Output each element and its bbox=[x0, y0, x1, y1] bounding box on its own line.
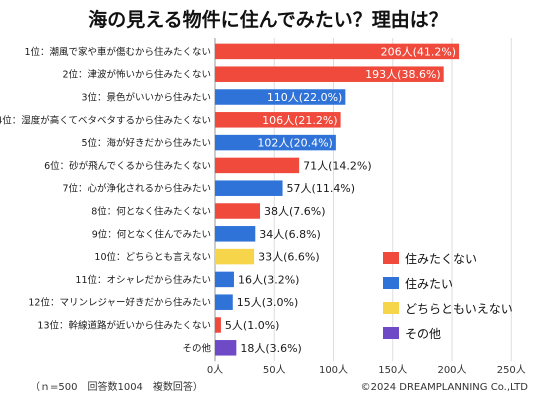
value-label: 102人(20.4%) bbox=[257, 137, 333, 150]
category-label: 3位：景色がいいから住みたい bbox=[81, 92, 211, 104]
category-label: 7位：心が浄化されるから住みたい bbox=[62, 183, 211, 195]
bars bbox=[215, 43, 460, 356]
category-label: 10位：どちらとも言えない bbox=[94, 251, 211, 263]
legend-label: どちらともいえない bbox=[405, 302, 513, 316]
value-label: 110人(22.0%) bbox=[267, 91, 343, 104]
credit: ©2024 DREAMPLANNING Co.,LTD bbox=[361, 382, 529, 393]
footnote: （ｎ=500 回答数1004 複数回答） bbox=[30, 380, 203, 393]
value-label: 106人(21.2%) bbox=[262, 114, 338, 127]
value-label: 33人(6.6%) bbox=[258, 251, 320, 264]
bar bbox=[215, 226, 256, 242]
value-label: 16人(3.2%) bbox=[238, 273, 300, 286]
chart-title: 海の見える物件に住んでみたい？理由は？ bbox=[88, 8, 447, 31]
legend-swatch bbox=[383, 302, 399, 314]
bar bbox=[215, 112, 341, 128]
value-label: 15人(3.0%) bbox=[237, 296, 299, 309]
value-label: 71人(14.2%) bbox=[303, 159, 372, 172]
bar bbox=[215, 180, 283, 196]
value-label: 193人(38.6%) bbox=[365, 68, 441, 81]
bar bbox=[215, 271, 234, 288]
category-label: 6位：砂が飛んでくるから住みたくない bbox=[44, 160, 211, 172]
bar bbox=[215, 317, 221, 333]
category-label: その他 bbox=[182, 342, 211, 354]
bar bbox=[215, 134, 336, 151]
legend-label: 住みたくない bbox=[405, 252, 477, 266]
x-tick-label: 150人 bbox=[378, 364, 407, 376]
value-label: 34人(6.8%) bbox=[259, 228, 321, 241]
category-label: 9位：何となく住んでみたい bbox=[92, 228, 211, 240]
bar bbox=[215, 43, 460, 60]
bar bbox=[215, 157, 300, 174]
x-tick-label: 100人 bbox=[319, 364, 348, 376]
legend-swatch bbox=[383, 252, 399, 264]
bar bbox=[215, 294, 233, 310]
bar bbox=[215, 248, 255, 265]
value-labels: 206人(41.2%) 193人(38.6%) 110人(22.0%) 106人(21… bbox=[225, 45, 456, 354]
category-label: 1位：潮風で家や車が傷むから住みたくない bbox=[24, 46, 211, 58]
value-label: 5人(1.0%) bbox=[225, 319, 280, 332]
x-tick-label: 200人 bbox=[437, 364, 466, 376]
category-label: 12位：マリンレジャー好きだから住みたい bbox=[28, 297, 211, 309]
value-label: 206人(41.2%) bbox=[381, 45, 457, 58]
category-labels: 1位：潮風で家や車が傷むから住みたくない 2位：津波が怖いから住みたくない 3位：景… bbox=[0, 46, 211, 354]
legend-swatch bbox=[383, 277, 399, 289]
value-label: 38人(7.6%) bbox=[264, 205, 326, 218]
category-label: 4位：湿度が高くてベタベタするから住みたくない bbox=[0, 114, 211, 126]
value-label: 18人(3.6%) bbox=[240, 342, 302, 355]
category-label: 13位：幹線道路が近いから住みたくない bbox=[37, 320, 211, 332]
legend-label: 住みたい bbox=[405, 277, 453, 291]
legend-label: その他 bbox=[405, 327, 441, 341]
category-label: 5位：海が好きだから住みたい bbox=[81, 137, 211, 149]
x-axis-ticks: 0人 50人 100人 150人 200人 250人 bbox=[207, 364, 526, 376]
bar bbox=[215, 340, 237, 356]
value-label: 57人(11.4%) bbox=[287, 182, 356, 195]
x-tick-label: 50人 bbox=[263, 364, 286, 376]
category-label: 11位：オシャレだから住みたい bbox=[75, 274, 211, 286]
bar bbox=[215, 203, 261, 219]
category-label: 2位：津波が怖いから住みたくない bbox=[62, 69, 211, 81]
x-tick-label: 250人 bbox=[497, 364, 526, 376]
legend-swatch bbox=[383, 327, 399, 339]
x-tick-label: 0人 bbox=[207, 364, 223, 376]
bar bbox=[215, 66, 444, 82]
bar bbox=[215, 89, 346, 105]
category-label: 8位：何となく住みたくない bbox=[91, 206, 211, 218]
